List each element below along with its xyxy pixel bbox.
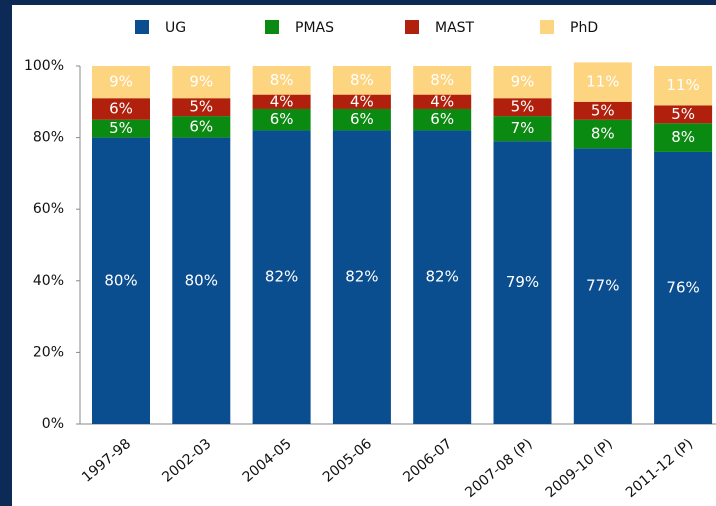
- bar-segment: [252, 130, 311, 424]
- y-tick-label: 40%: [33, 273, 64, 289]
- y-tick-label: 0%: [42, 416, 64, 432]
- bar-segment: [92, 98, 150, 120]
- bar-segment: [172, 137, 231, 424]
- bar-segment: [172, 116, 231, 138]
- bar-segment: [92, 66, 150, 99]
- data-label: 11%: [586, 73, 619, 91]
- bar-segment: [413, 108, 472, 131]
- data-label: 11%: [666, 76, 699, 94]
- bar-segment: [493, 66, 552, 99]
- bar-segment: [573, 119, 632, 149]
- bar-segment: [493, 98, 552, 117]
- bar-segment: [252, 94, 311, 109]
- data-label: 80%: [104, 271, 137, 289]
- data-label: 79%: [506, 273, 539, 291]
- data-label: 6%: [350, 110, 374, 128]
- data-label: 4%: [270, 92, 294, 110]
- data-label: 82%: [265, 268, 298, 286]
- data-label: 82%: [345, 268, 378, 286]
- bar-segment: [252, 66, 311, 95]
- data-label: 5%: [671, 105, 695, 123]
- data-label: 6%: [430, 110, 454, 128]
- data-label: 8%: [430, 71, 454, 89]
- legend-label: MAST: [435, 20, 475, 36]
- data-label: 4%: [430, 92, 454, 110]
- bar-segment: [573, 101, 632, 120]
- y-tick-label: 20%: [33, 344, 64, 360]
- bar-segment: [172, 98, 231, 117]
- legend-swatch: [540, 20, 554, 34]
- data-label: 9%: [189, 73, 213, 91]
- bar-segment: [654, 151, 713, 425]
- bar-segment: [573, 148, 632, 424]
- data-label: 8%: [350, 71, 374, 89]
- y-tick-label: 80%: [33, 130, 64, 146]
- legend-label: UG: [165, 20, 186, 36]
- data-label: 77%: [586, 277, 619, 295]
- y-tick-label: 100%: [24, 58, 64, 74]
- data-label: 80%: [185, 271, 218, 289]
- data-label: 6%: [189, 117, 213, 135]
- bar-segment: [493, 141, 552, 424]
- bar-segment: [252, 108, 311, 131]
- bar-segment: [92, 137, 150, 424]
- data-label: 7%: [511, 119, 535, 137]
- bar-segment: [654, 66, 713, 106]
- data-label: 5%: [591, 101, 615, 119]
- legend-swatch: [265, 20, 279, 34]
- data-label: 82%: [426, 268, 459, 286]
- bar-segment: [92, 119, 150, 138]
- bar-segment: [413, 66, 472, 95]
- bar-segment: [332, 66, 391, 95]
- legend-swatch: [405, 20, 419, 34]
- data-label: 9%: [109, 73, 133, 91]
- legend-label: PhD: [570, 20, 598, 36]
- data-label: 5%: [189, 98, 213, 116]
- y-tick-label: 60%: [33, 201, 64, 217]
- data-label: 8%: [671, 128, 695, 146]
- bar-segment: [654, 123, 713, 152]
- data-label: 5%: [109, 119, 133, 137]
- data-label: 6%: [270, 110, 294, 128]
- data-label: 4%: [350, 92, 374, 110]
- bar-segment: [332, 94, 391, 109]
- legend-label: PMAS: [295, 20, 334, 36]
- bar-segment: [172, 66, 231, 99]
- bar-segment: [413, 94, 472, 109]
- data-label: 8%: [591, 125, 615, 143]
- bar-segment: [413, 130, 472, 424]
- data-label: 5%: [511, 98, 535, 116]
- data-label: 8%: [270, 71, 294, 89]
- bar-segment: [573, 62, 632, 102]
- bar-segment: [332, 108, 391, 131]
- legend-swatch: [135, 20, 149, 34]
- bar-segment: [493, 116, 552, 142]
- bar-segment: [654, 105, 713, 124]
- data-label: 76%: [666, 278, 699, 296]
- data-label: 6%: [109, 99, 133, 117]
- bar-segment: [332, 130, 391, 424]
- data-label: 9%: [511, 73, 535, 91]
